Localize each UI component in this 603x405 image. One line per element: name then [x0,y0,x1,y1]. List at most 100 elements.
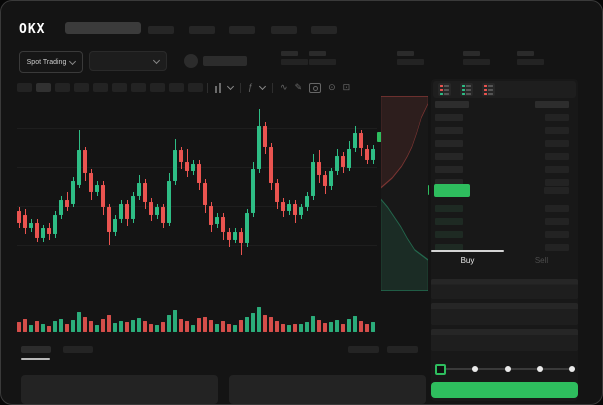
volume-bar [293,323,297,332]
nav-item[interactable] [311,26,337,34]
volume-bar [89,320,93,332]
volume-bar [125,322,129,332]
draw-tool-icon[interactable]: ✎ [294,82,303,92]
coin-icon [184,54,198,68]
amount-slider[interactable] [435,363,575,375]
orderbook-row[interactable] [431,228,578,241]
market-type-select[interactable]: Spot Trading [19,51,83,73]
candle [203,182,207,206]
timeframe-button[interactable] [150,83,165,92]
nav-item[interactable] [148,26,174,34]
search-input[interactable] [65,22,141,34]
candle [197,163,201,183]
orderbook-row[interactable] [431,176,578,189]
timeframe-button[interactable] [131,83,146,92]
pair-select[interactable] [89,51,167,71]
candle [365,148,369,160]
price-input[interactable] [431,279,578,299]
fullscreen-icon[interactable]: ⊡ [342,82,351,92]
timeframe-button[interactable] [188,83,203,92]
timeframe-button-active[interactable] [36,83,51,92]
volume-bar [83,316,87,332]
candle [125,203,129,219]
bottom-action[interactable] [387,346,418,353]
volume-bar [347,319,351,332]
orderbook-row[interactable] [431,241,578,254]
orderbook-row[interactable] [431,215,578,228]
total-input[interactable] [431,329,578,351]
nav-item[interactable] [229,26,255,34]
candle [155,207,159,215]
indicators-icon[interactable]: ƒ [248,82,254,92]
line-tool-icon[interactable]: ∿ [280,82,288,92]
candle [35,222,39,238]
bottom-tab-active[interactable] [21,346,51,353]
orderbook-view-both-icon[interactable] [438,83,451,96]
candle [47,228,51,234]
timeframe-button[interactable] [55,83,70,92]
volume-bar [203,316,207,332]
volume-bar [263,315,267,332]
candle [95,184,99,193]
candle [347,148,351,168]
candle [191,163,195,172]
last-price-bar[interactable] [434,184,470,197]
slider-step[interactable] [504,366,511,372]
chevron-down-icon [69,57,77,65]
volume-bar [131,320,135,332]
volume-bar [173,310,177,332]
candle-style-icon[interactable] [215,82,221,93]
volume-bar [227,323,231,332]
slider-handle[interactable] [435,363,446,375]
volume-bar [317,320,321,332]
chevron-down-icon[interactable] [226,82,235,91]
okx-logo: OKX [19,22,46,37]
tab-buy[interactable]: Buy [460,256,475,265]
timeframe-button[interactable] [17,83,32,92]
volume-bar [209,320,213,332]
tab-sell[interactable]: Sell [534,256,549,265]
bottom-action[interactable] [348,346,379,353]
nav-item[interactable] [189,26,215,34]
timeframe-button[interactable] [169,83,184,92]
orderbook-view-bids-icon[interactable] [460,83,473,96]
candle [329,171,333,187]
candle [137,182,141,196]
pair-name-skeleton [203,56,247,66]
settings-icon[interactable]: ⊙ [328,82,336,92]
orderbook-row[interactable] [431,202,578,215]
candle [179,150,183,162]
orderbook-row[interactable] [431,163,578,176]
orderbook-row[interactable] [431,124,578,137]
volume-bar [371,322,375,332]
candlestick-chart[interactable] [17,101,377,291]
volume-bar [41,323,45,332]
candle [83,150,87,174]
volume-bar [251,312,255,332]
bottom-tab[interactable] [63,346,93,353]
timeframe-button[interactable] [112,83,127,92]
timeframe-button[interactable] [74,83,89,92]
volume-bar [149,323,153,332]
nav-item[interactable] [271,26,297,34]
timeframe-row [17,83,203,92]
ticker-stat [281,51,315,69]
timeframe-button[interactable] [93,83,108,92]
depth-chart[interactable] [381,96,428,291]
amount-input[interactable] [431,303,578,325]
orderbook-row[interactable] [431,111,578,124]
orderbook-row[interactable] [431,150,578,163]
volume-bar [143,321,147,332]
buy-submit-button[interactable] [431,382,578,398]
candle [341,156,345,168]
slider-step[interactable] [472,366,479,372]
orderbook-view-asks-icon[interactable] [482,83,495,96]
slider-step[interactable] [569,366,575,372]
candle [317,161,321,176]
camera-icon[interactable] [309,82,322,93]
orderbook-row[interactable] [431,137,578,150]
chevron-down-icon[interactable] [258,82,267,91]
candle [305,196,309,208]
last-price-tag [377,132,382,142]
slider-step[interactable] [536,366,543,372]
